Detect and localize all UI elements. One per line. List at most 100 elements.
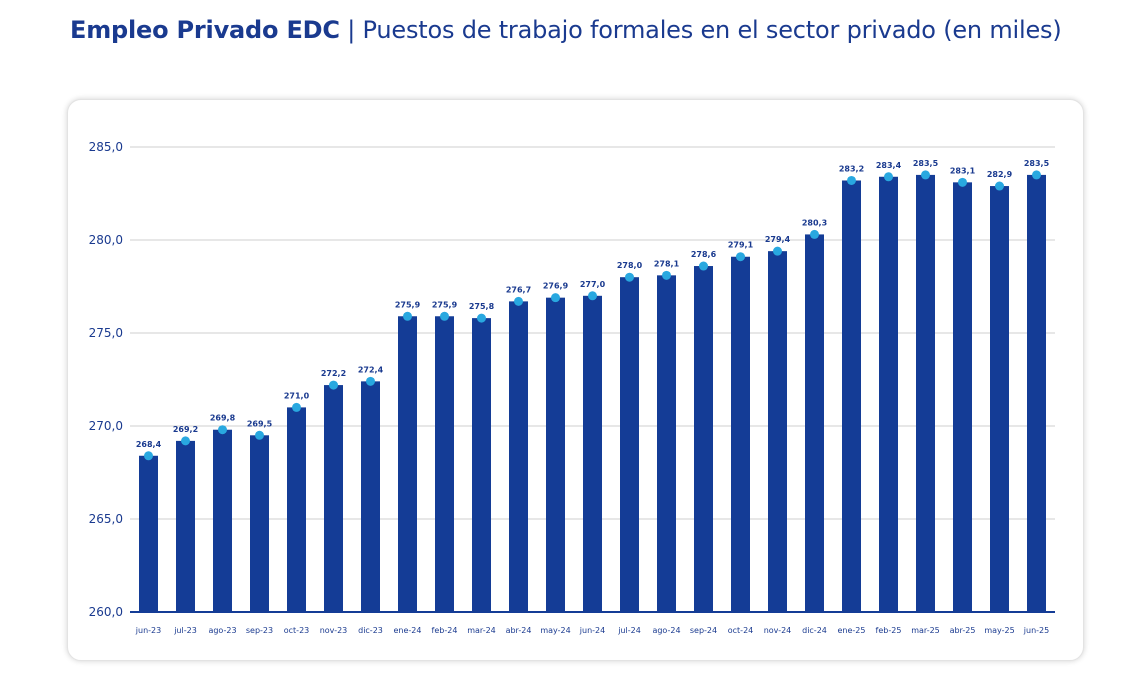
y-tick-label: 285,0 xyxy=(89,140,123,154)
markers xyxy=(144,170,1041,461)
bar xyxy=(546,297,565,612)
chart-title-bold: Empleo Privado EDC xyxy=(70,16,340,44)
data-label: 276,9 xyxy=(543,282,569,291)
bars xyxy=(139,174,1046,613)
bar xyxy=(361,381,380,612)
bar xyxy=(916,174,935,612)
bar-chart: 260,0 265,0 270,0 275,0 280,0 285,0 268,4 269,2… xyxy=(89,140,1055,635)
data-point-marker xyxy=(218,425,227,435)
data-point-marker xyxy=(292,402,301,412)
bar xyxy=(287,407,306,612)
data-label: 276,7 xyxy=(506,285,531,294)
bar xyxy=(139,455,158,612)
bar xyxy=(990,186,1009,612)
bar xyxy=(250,435,269,612)
data-label: 283,4 xyxy=(876,161,902,170)
data-label: 280,3 xyxy=(802,218,827,227)
x-tick-label: jul-23 xyxy=(173,626,197,635)
x-tick-label: mar-24 xyxy=(467,626,496,635)
data-point-marker xyxy=(366,376,375,386)
x-tick-label: nov-23 xyxy=(320,626,348,635)
bar xyxy=(805,234,824,613)
data-point-marker xyxy=(144,451,153,461)
bar xyxy=(213,429,232,612)
data-label: 278,0 xyxy=(617,261,643,270)
x-tick-label: dic-24 xyxy=(802,626,827,635)
data-point-marker xyxy=(181,436,190,446)
chart-title: Empleo Privado EDC | Puestos de trabajo … xyxy=(70,16,1062,44)
bar xyxy=(768,251,787,612)
title-separator: | xyxy=(339,16,363,44)
data-label: 275,9 xyxy=(395,300,421,309)
x-tick-label: jun-23 xyxy=(135,626,161,635)
data-point-marker xyxy=(440,311,449,321)
data-label: 275,8 xyxy=(469,302,495,311)
y-tick-label: 275,0 xyxy=(89,326,123,340)
data-label: 283,5 xyxy=(913,159,939,168)
x-tick-label: ene-25 xyxy=(838,626,866,635)
x-tick-label: abr-24 xyxy=(506,626,532,635)
x-tick-label: sep-23 xyxy=(246,626,273,635)
x-tick-label: jul-24 xyxy=(617,626,641,635)
data-point-marker xyxy=(847,175,856,185)
data-point-marker xyxy=(884,172,893,182)
x-tick-label: ene-24 xyxy=(394,626,422,635)
bar xyxy=(953,182,972,612)
x-tick-label: may-24 xyxy=(540,626,570,635)
x-tick-label: feb-25 xyxy=(876,626,902,635)
data-point-marker xyxy=(329,380,338,390)
data-point-marker xyxy=(1032,170,1041,180)
x-tick-label: nov-24 xyxy=(764,626,792,635)
x-tick-label: oct-23 xyxy=(284,626,310,635)
data-point-marker xyxy=(995,181,1004,191)
y-tick-label: 280,0 xyxy=(89,233,123,247)
data-label: 269,2 xyxy=(173,425,198,434)
bar xyxy=(583,295,602,612)
bar xyxy=(1027,174,1046,612)
data-point-marker xyxy=(477,313,486,323)
bar xyxy=(879,176,898,612)
data-point-marker xyxy=(699,261,708,271)
data-point-marker xyxy=(773,246,782,256)
y-tick-label: 270,0 xyxy=(89,419,123,433)
data-label: 282,9 xyxy=(987,170,1013,179)
data-label: 271,0 xyxy=(284,391,310,400)
data-label: 277,0 xyxy=(580,280,606,289)
data-labels: 268,4 269,2 269,8 269,5 271,0 272,2 272,4 275,9… xyxy=(136,159,1050,449)
chart-title-rest: Puestos de trabajo formales en el sector… xyxy=(362,16,1062,44)
data-label: 268,4 xyxy=(136,440,162,449)
x-tick-label: feb-24 xyxy=(432,626,458,635)
data-point-marker xyxy=(551,293,560,303)
x-tick-label: jun-24 xyxy=(579,626,605,635)
x-tick-label: oct-24 xyxy=(728,626,754,635)
data-point-marker xyxy=(588,291,597,301)
data-point-marker xyxy=(255,430,264,440)
bar xyxy=(694,266,713,612)
data-label: 272,4 xyxy=(358,365,384,374)
data-point-marker xyxy=(736,252,745,262)
bar xyxy=(435,316,454,612)
data-label: 272,2 xyxy=(321,369,346,378)
data-label: 278,1 xyxy=(654,259,680,268)
x-axis-labels: jun-23 jul-23 ago-23 sep-23 oct-23 nov-23 dic-… xyxy=(135,626,1049,635)
data-point-marker xyxy=(921,170,930,180)
y-tick-label: 260,0 xyxy=(89,605,123,619)
x-tick-label: ago-23 xyxy=(208,626,236,635)
bar xyxy=(620,277,639,612)
x-tick-label: dic-23 xyxy=(358,626,383,635)
bar xyxy=(657,275,676,612)
data-label: 269,8 xyxy=(210,414,236,423)
y-tick-label: 265,0 xyxy=(89,512,123,526)
data-label: 283,1 xyxy=(950,166,976,175)
data-label: 283,5 xyxy=(1024,159,1050,168)
data-point-marker xyxy=(514,296,523,306)
data-point-marker xyxy=(810,229,819,239)
data-label: 275,9 xyxy=(432,300,458,309)
chart-card: 260,0 265,0 270,0 275,0 280,0 285,0 268,4 269,2… xyxy=(67,99,1084,661)
data-point-marker xyxy=(403,311,412,321)
bar xyxy=(398,316,417,612)
bar xyxy=(842,180,861,612)
bar xyxy=(509,301,528,612)
data-point-marker xyxy=(662,270,671,280)
x-tick-label: may-25 xyxy=(984,626,1014,635)
